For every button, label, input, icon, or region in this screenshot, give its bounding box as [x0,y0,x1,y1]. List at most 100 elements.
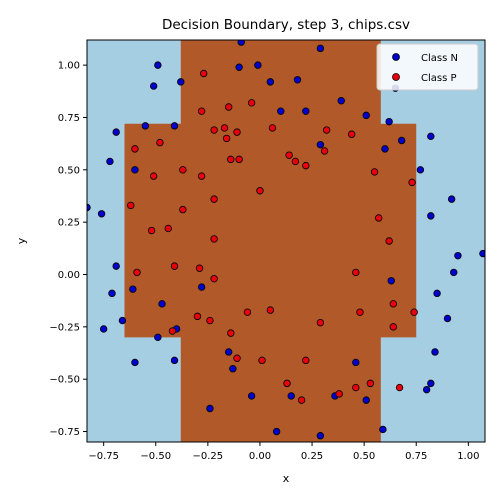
point-class-p-31 [210,235,218,243]
point-class-p-25 [210,195,218,203]
point-class-p-33 [170,262,179,270]
point-class-n-3 [235,63,243,71]
point-class-p-27 [179,205,187,214]
plot-frame [86,39,486,443]
point-class-n-5 [266,78,275,86]
point-class-n-19 [397,136,406,145]
point-class-p-35 [133,268,141,277]
x-axis: −0.75 −0.50 −0.25 0.00 0.25 0.50 0.75 1.00 [88,442,479,462]
point-class-p-47 [168,327,177,335]
legend-marker-class-n [392,53,400,61]
point-class-p-17 [291,157,300,166]
point-class-n-35 [108,289,116,298]
point-class-p-13 [285,151,293,159]
point-class-p-3 [197,107,206,115]
point-class-p-46 [389,323,398,331]
point-class-n-36 [387,277,395,285]
point-class-n-54 [247,392,256,400]
legend-label-class-n: Class N [421,53,458,64]
point-class-n-47 [131,358,139,367]
point-class-n-2 [154,61,162,69]
point-class-p-52 [283,379,291,388]
point-class-p-23 [408,178,416,187]
class-p-region [124,40,417,442]
x-tick-label: 0.50 [353,451,375,462]
point-class-n-56 [206,404,214,413]
x-tick-label: −0.50 [140,451,171,462]
point-class-p-24 [256,187,264,195]
point-class-n-17 [112,128,120,136]
point-class-p-9 [156,138,164,147]
point-class-n-34 [129,285,137,293]
point-class-p-29 [164,224,172,233]
point-class-p-38 [389,300,398,308]
y-tick-label: −0.50 [49,375,80,386]
y-tick-label: 0.75 [58,113,80,124]
point-class-p-0 [199,69,208,78]
point-class-p-22 [197,172,206,180]
point-class-p-40 [243,308,252,316]
point-class-p-54 [366,379,375,388]
point-class-n-24 [416,166,425,174]
point-class-p-20 [370,168,379,176]
point-class-n-27 [447,195,456,203]
point-class-n-16 [170,122,179,130]
point-class-p-2 [224,103,233,111]
legend-label-class-p: Class P [421,73,457,84]
point-class-p-55 [395,383,404,392]
point-class-p-36 [352,268,360,277]
y-tick-label: 0.25 [58,218,80,229]
point-class-p-43 [193,312,202,321]
point-class-n-33 [197,283,206,291]
point-class-p-45 [316,318,325,327]
y-tick-label: 1.00 [58,61,80,72]
point-class-n-8 [177,78,185,86]
point-class-n-20 [316,140,325,149]
point-class-n-46 [170,356,179,365]
point-class-n-37 [433,289,441,298]
point-class-n-10 [337,97,345,105]
x-tick-label: 0.25 [301,451,323,462]
point-class-p-26 [127,201,135,210]
point-class-n-55 [362,396,370,404]
y-axis: −0.75 −0.50 −0.25 0.00 0.25 0.50 0.75 1.00 [49,61,87,438]
scatter-points [87,40,485,440]
point-class-n-53 [287,392,295,400]
point-class-p-48 [227,329,235,337]
point-class-n-57 [379,425,387,434]
point-class-p-15 [227,155,235,164]
point-class-p-44 [206,316,214,325]
point-class-n-49 [229,365,237,373]
point-class-n-50 [427,379,435,388]
point-class-p-10 [222,134,231,143]
point-class-n-31 [454,251,462,260]
legend-marker-class-p [392,73,400,81]
point-class-n-1 [316,44,325,53]
point-class-n-39 [118,316,127,325]
point-class-n-4 [254,61,262,69]
point-class-n-21 [381,145,389,153]
x-tick-label: −0.75 [88,451,119,462]
legend: Class N Class P [376,43,479,91]
point-class-p-53 [352,383,360,392]
point-class-p-49 [233,354,241,362]
x-tick-label: 0.00 [249,451,271,462]
point-class-p-19 [179,166,187,174]
point-class-p-11 [347,130,356,138]
chart-title: Decision Boundary, step 3, chips.csv [162,17,410,33]
point-class-p-12 [131,145,139,153]
point-class-n-28 [427,212,435,220]
point-class-p-50 [258,356,266,365]
point-class-n-25 [87,203,91,212]
legend-box [376,43,479,91]
point-class-n-59 [316,432,325,440]
point-class-n-58 [272,427,281,436]
point-class-n-42 [443,314,452,323]
y-axis-label: y [15,237,28,244]
point-class-n-45 [224,348,233,356]
point-class-n-29 [112,262,120,270]
point-class-n-22 [106,157,114,166]
point-class-p-57 [297,396,306,404]
point-class-n-11 [277,107,285,115]
x-tick-label: 0.75 [405,451,427,462]
